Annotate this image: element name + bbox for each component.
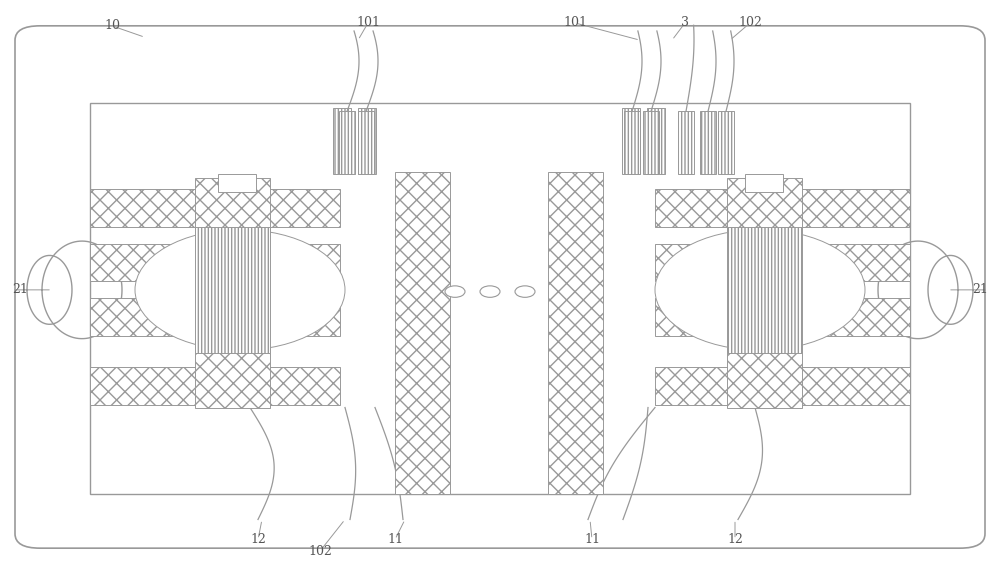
Bar: [548, 172, 603, 494]
Circle shape: [515, 286, 535, 297]
Bar: [195, 227, 270, 353]
Circle shape: [135, 230, 345, 350]
Bar: [624, 111, 640, 174]
Bar: [655, 244, 910, 281]
Bar: [358, 111, 374, 174]
Text: 102: 102: [308, 545, 332, 557]
Bar: [655, 189, 910, 227]
Text: 21: 21: [12, 284, 28, 296]
Bar: [643, 111, 659, 174]
Bar: [727, 178, 802, 408]
FancyBboxPatch shape: [15, 26, 985, 548]
Bar: [678, 111, 694, 174]
Bar: [395, 172, 450, 494]
Bar: [90, 244, 340, 281]
Bar: [218, 174, 256, 192]
Bar: [90, 189, 340, 227]
Text: 101: 101: [356, 17, 380, 29]
Text: 11: 11: [584, 533, 600, 546]
Text: 21: 21: [972, 284, 988, 296]
Bar: [339, 111, 355, 174]
Bar: [727, 227, 802, 353]
Bar: [195, 178, 270, 408]
Text: 10: 10: [104, 20, 120, 32]
Bar: [90, 103, 910, 494]
Bar: [700, 111, 716, 174]
Text: 12: 12: [250, 533, 266, 546]
Bar: [333, 108, 351, 174]
Bar: [655, 367, 910, 405]
Circle shape: [445, 286, 465, 297]
Bar: [358, 108, 376, 174]
Text: 3: 3: [681, 17, 689, 29]
Text: 12: 12: [727, 533, 743, 546]
Bar: [647, 108, 665, 174]
Bar: [622, 108, 640, 174]
Bar: [655, 298, 910, 336]
Bar: [745, 174, 783, 192]
Bar: [718, 111, 734, 174]
Text: 11: 11: [387, 533, 403, 546]
Bar: [90, 367, 340, 405]
Bar: [90, 298, 340, 336]
Text: 101: 101: [563, 17, 587, 29]
Circle shape: [655, 230, 865, 350]
Circle shape: [480, 286, 500, 297]
Text: 102: 102: [738, 17, 762, 29]
